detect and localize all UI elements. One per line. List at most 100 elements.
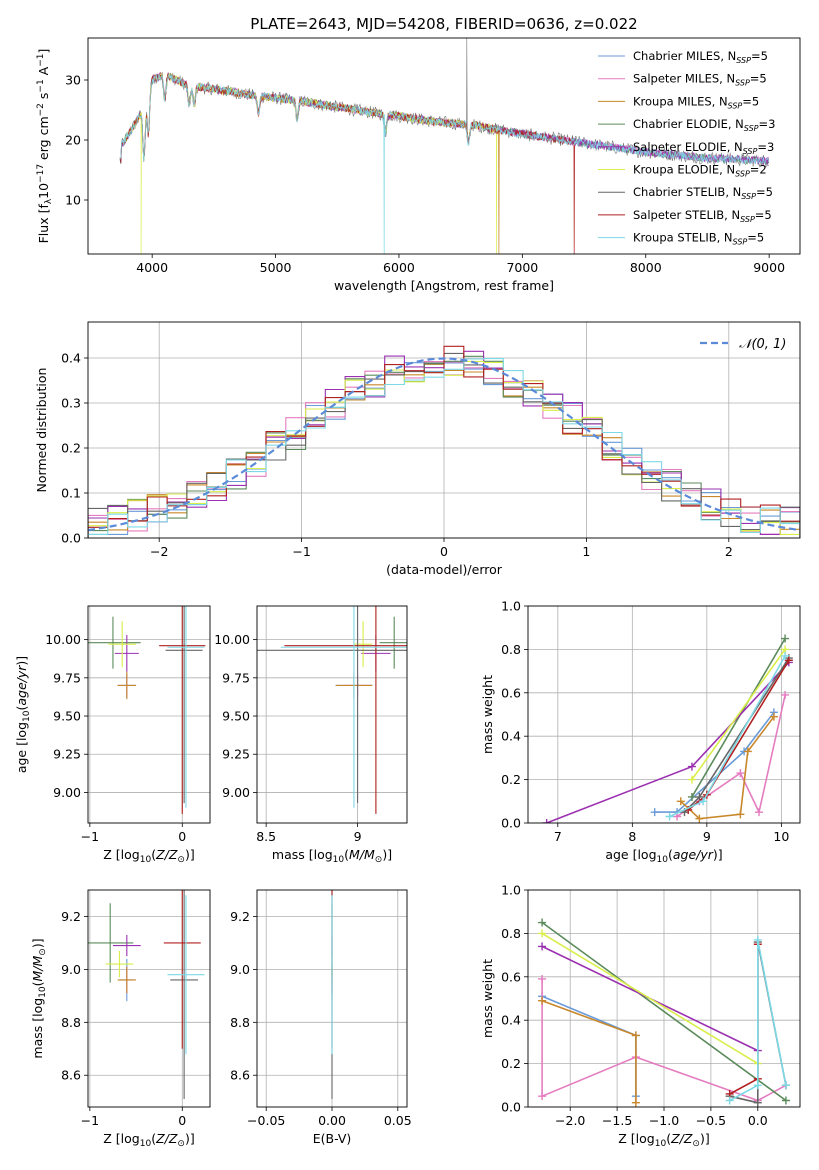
label-part: )] [185, 1131, 195, 1146]
x-tick-label: −1 [292, 544, 310, 559]
label-part: −1 [36, 79, 46, 92]
weight-marker-chabrier_elodie [538, 918, 547, 927]
label-part: λ [44, 198, 54, 204]
label-part: ( [14, 706, 29, 711]
label-part: Z/Z [670, 1131, 693, 1146]
x-tick-label: 6000 [383, 260, 415, 275]
label-part: 10 [657, 855, 669, 865]
plot-area-residuals [88, 322, 800, 538]
x-tick-label: −1.5 [602, 1113, 632, 1128]
x-tick-label: −1 [81, 829, 99, 844]
x-tick-label: −0.05 [247, 1113, 285, 1128]
legend-sub: SSP [735, 170, 750, 179]
y-tick-label: 0.6 [501, 969, 521, 984]
y-tick-label: 0.0 [61, 531, 81, 546]
y-axis-label: age [log10(age/yr)] [14, 656, 32, 773]
x-tick-label: −1.0 [649, 1113, 679, 1128]
label-part: −1 [36, 54, 46, 67]
weight-marker-kroupa_miles [631, 1098, 640, 1107]
label-part: Z [log [103, 847, 139, 862]
label-part: 10 [22, 710, 32, 722]
x-tick-label: 8 [628, 829, 636, 844]
weight-marker-kroupa_stelib [699, 797, 708, 806]
legend-label-kroupa_elodie: Kroupa ELODIE, NSSP=2 [633, 163, 767, 179]
plot-area-weight_vs_Z [528, 890, 800, 1107]
panel-age_vs_mass: 8.5 9 9.00 9.25 9.50 9.75 10.00 mass [log10(M/M… [214, 605, 408, 865]
label-part: ⊙ [375, 855, 383, 865]
label-part: Z/Z [155, 1131, 178, 1146]
spectrum-line-kroupa_stelib [119, 73, 770, 254]
legend-base: Chabrier MILES, N [633, 49, 736, 63]
y-tick-label: 9.50 [222, 709, 250, 724]
axes-frame [87, 37, 801, 255]
label-part: −17 [36, 164, 46, 183]
panel-residuals: −2 −1 0 1 2 0.0 0.1 0.2 0.3 0.4 (data-model)/error… [34, 321, 801, 577]
plot-area-age_vs_mass [257, 606, 407, 823]
weight-line-chabrier_elodie [541, 921, 787, 1102]
y-tick-label: 10.00 [45, 632, 81, 647]
legend-sub: SSP [728, 101, 743, 110]
legend-sub: SSP [740, 215, 755, 224]
axes-frame [527, 605, 801, 824]
weight-marker-salpeter_stelib [784, 656, 793, 665]
y-tick-label: 30 [65, 73, 81, 88]
y-tick-label: 1.0 [501, 883, 521, 898]
weight-line-kroupa_elodie [691, 648, 786, 781]
y-tick-label: 0.8 [501, 926, 521, 941]
weight-marker-kroupa_miles [769, 712, 778, 721]
y-tick-label: 0.0 [501, 816, 521, 831]
label-part: mass [log [30, 998, 45, 1059]
x-tick-label: 0.05 [384, 1113, 412, 1128]
weight-line-chabrier_miles [654, 711, 775, 813]
y-tick-label: 9.0 [230, 962, 250, 977]
y-tick-label: 9.75 [53, 670, 81, 685]
label-part: age [log [605, 847, 656, 862]
x-tick-label: 7000 [506, 260, 538, 275]
y-axis-label: mass weight [480, 675, 495, 754]
label-part: ( [668, 847, 673, 862]
weight-marker-salpeter_elodie [538, 942, 547, 951]
label-part: 10 [38, 986, 48, 998]
weight-marker-kroupa_miles [736, 810, 745, 819]
x-tick-label: 1 [582, 544, 590, 559]
label-part: Flux [f [36, 204, 51, 244]
label-part: Z [log [618, 1131, 654, 1146]
x-tick-label: 5000 [260, 260, 292, 275]
weight-line-kroupa_stelib [729, 939, 787, 1102]
x-tick-label: 9 [703, 829, 711, 844]
axes-frame [87, 321, 801, 539]
legend-tail: =5 [755, 208, 772, 222]
x-tick-label: 0 [440, 544, 448, 559]
y-tick-label: 8.8 [230, 1015, 250, 1030]
weight-marker-kroupa_miles [676, 797, 685, 806]
legend-sub: SSP [733, 238, 748, 247]
label-part: ⊙ [177, 855, 185, 865]
weight-marker-salpeter_elodie [687, 762, 696, 771]
label-part: )] [713, 847, 723, 862]
weight-marker-salpeter_miles [736, 769, 745, 778]
y-tick-label: 9.0 [61, 962, 81, 977]
weight-marker-kroupa_miles [631, 1031, 640, 1040]
legend-base: Chabrier STELIB, N [633, 185, 741, 199]
legend-sub: SSP [743, 147, 758, 156]
weight-marker-chabrier_elodie [781, 1096, 790, 1105]
label-part: A [36, 66, 51, 79]
label-part: mass weight [480, 675, 495, 754]
label-part: Z [log [103, 1131, 139, 1146]
weight-marker-salpeter_elodie [542, 819, 551, 823]
y-tick-label: 0.3 [61, 396, 81, 411]
x-axis-label: mass [log10(M/M⊙)] [272, 847, 392, 865]
label-part: age/yr [14, 665, 29, 706]
y-tick-label: 9.25 [53, 747, 81, 762]
label-part: s [36, 93, 51, 104]
label-part: ⊙ [177, 1139, 185, 1149]
x-axis-label: (data-model)/error [386, 562, 503, 577]
plot-area-weight_vs_age [528, 606, 800, 823]
weight-marker-chabrier_elodie [687, 792, 696, 801]
legend-base: Salpeter MILES, N [633, 72, 735, 86]
x-tick-label: 7 [554, 829, 562, 844]
panel-spectrum: 4000 5000 6000 7000 8000 9000 10 20 30 wavelength… [36, 37, 801, 293]
axes-frame [256, 889, 408, 1108]
weight-marker-chabrier_miles [650, 808, 659, 817]
